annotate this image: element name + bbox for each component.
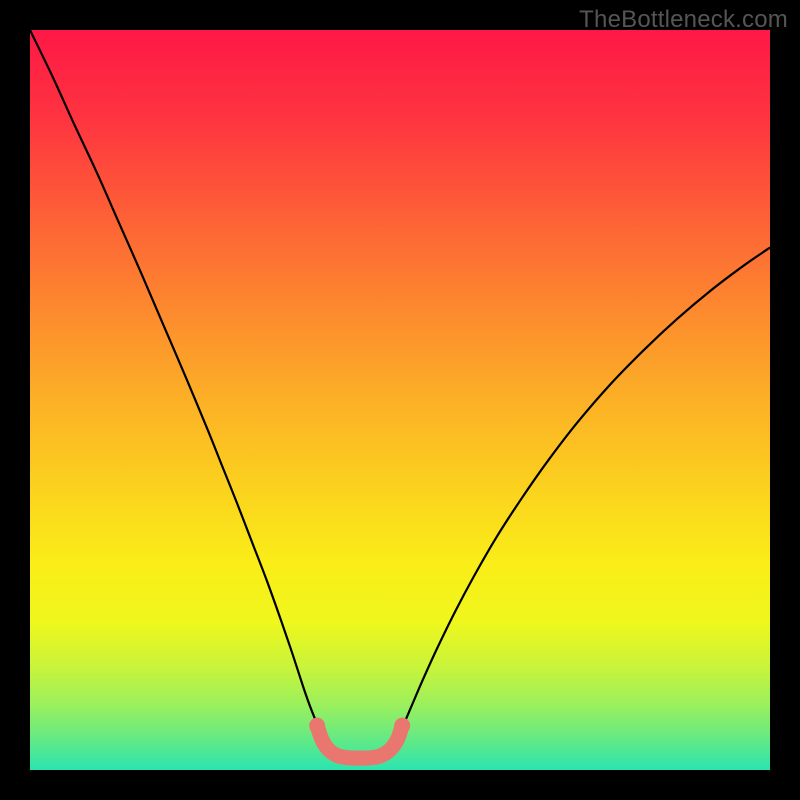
- chart-canvas: TheBottleneck.com: [0, 0, 800, 800]
- chart-svg: [30, 30, 770, 770]
- watermark-text: TheBottleneck.com: [579, 6, 788, 34]
- plot-area: [30, 30, 770, 770]
